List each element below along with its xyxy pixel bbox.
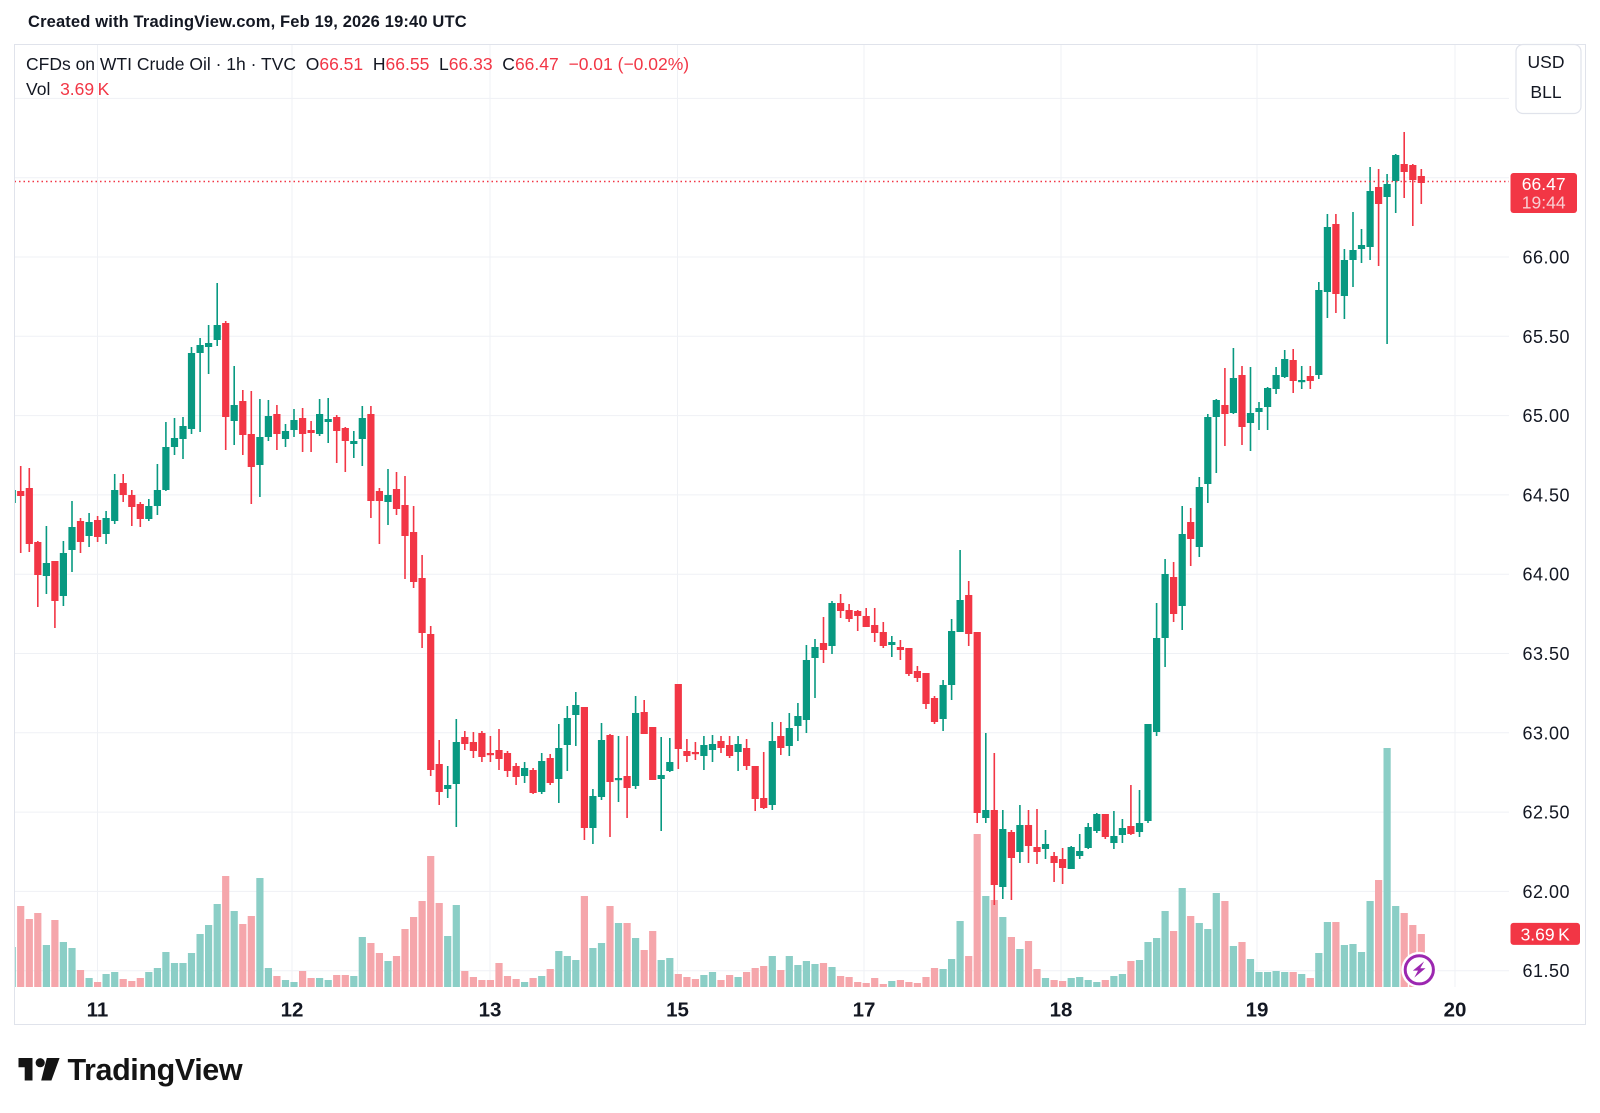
svg-text:USD: USD — [1528, 52, 1565, 72]
svg-text:3.69 K: 3.69 K — [1521, 924, 1571, 944]
svg-text:12: 12 — [281, 999, 304, 1022]
svg-text:62.50: 62.50 — [1522, 803, 1570, 823]
svg-text:65.50: 65.50 — [1522, 327, 1570, 347]
svg-text:64.00: 64.00 — [1522, 565, 1570, 585]
svg-text:64.50: 64.50 — [1522, 485, 1570, 505]
svg-text:15: 15 — [666, 999, 689, 1022]
svg-text:17: 17 — [853, 999, 876, 1022]
svg-text:63.50: 63.50 — [1522, 644, 1570, 664]
svg-text:19: 19 — [1246, 999, 1269, 1022]
svg-text:18: 18 — [1050, 999, 1073, 1022]
svg-text:65.00: 65.00 — [1522, 406, 1570, 426]
svg-text:20: 20 — [1444, 999, 1467, 1022]
svg-text:TradingView: TradingView — [68, 1053, 243, 1087]
svg-text:13: 13 — [479, 999, 502, 1022]
svg-text:BLL: BLL — [1530, 82, 1561, 102]
svg-text:66.00: 66.00 — [1522, 248, 1570, 268]
svg-text:62.00: 62.00 — [1522, 882, 1570, 902]
svg-text:66.47: 66.47 — [1522, 174, 1566, 194]
svg-text:63.00: 63.00 — [1522, 723, 1570, 743]
svg-text:61.50: 61.50 — [1522, 961, 1570, 981]
svg-text:19:44: 19:44 — [1522, 193, 1566, 213]
svg-text:11: 11 — [87, 999, 109, 1022]
